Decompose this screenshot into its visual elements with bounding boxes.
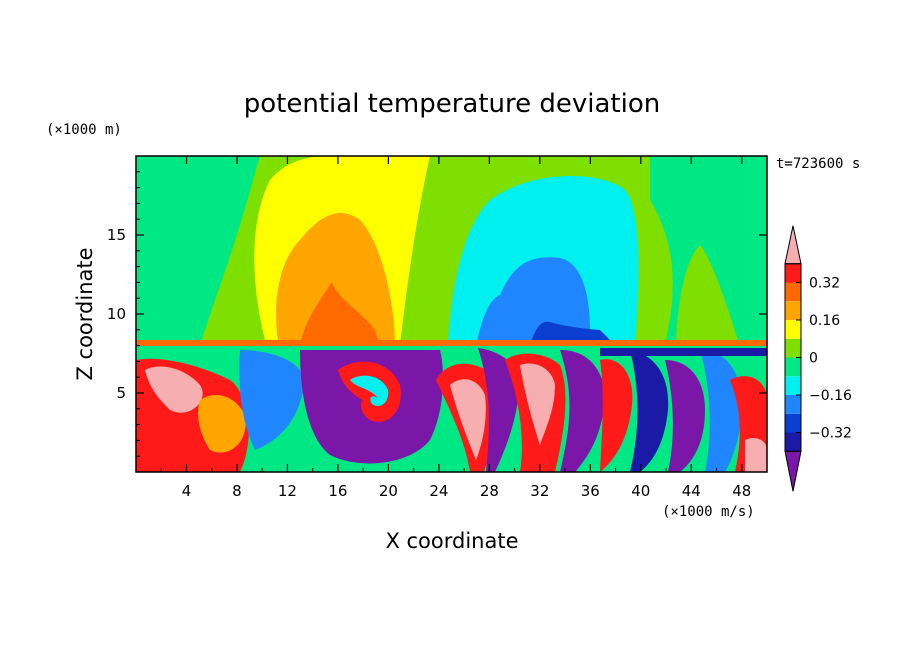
y-tick-label: 15	[107, 226, 126, 244]
field-region	[198, 395, 246, 453]
colorbar: 0.32 0.16 0 −0.16 −0.32	[784, 225, 852, 492]
y-axis-ticks: 5 10 15	[107, 171, 767, 457]
field-region	[476, 257, 595, 345]
x-tick-label: 16	[328, 482, 347, 500]
x-axis-ticks: 4 8 12 16 20 24 28 32 36 40 44 48	[160, 156, 751, 500]
colorbar-band	[785, 413, 801, 433]
field-region	[276, 212, 395, 345]
x-axis-label: X coordinate	[385, 529, 518, 553]
x-tick-label: 8	[232, 482, 242, 500]
x-tick-label: 12	[278, 482, 297, 500]
x-tick-label: 28	[480, 482, 499, 500]
field-region	[136, 340, 767, 348]
field-region	[136, 156, 260, 345]
chart-title: potential temperature deviation	[244, 89, 660, 119]
colorbar-tick-label: 0.32	[809, 276, 840, 292]
field-region	[600, 359, 633, 472]
field-region	[665, 360, 705, 472]
colorbar-band	[785, 263, 801, 283]
field-region	[239, 350, 305, 450]
field-region	[300, 282, 380, 345]
colorbar-band	[785, 301, 801, 320]
field-region	[350, 375, 389, 407]
x-tick-label: 44	[682, 482, 701, 500]
colorbar-tick-label: −0.32	[809, 426, 852, 442]
colorbar-band	[785, 376, 801, 395]
x-tick-label: 40	[631, 482, 650, 500]
colorbar-band	[785, 320, 801, 339]
field-region	[478, 348, 520, 472]
colorbar-band	[785, 282, 801, 302]
x-tick-label: 20	[379, 482, 398, 500]
y-tick-label: 5	[116, 384, 126, 402]
colorbar-tick-label: 0.16	[809, 313, 840, 329]
contour-field	[136, 156, 767, 472]
colorbar-band	[785, 357, 801, 377]
y-axis-label: Z coordinate	[73, 247, 97, 380]
x-tick-label: 4	[182, 482, 192, 500]
x-tick-label: 36	[581, 482, 600, 500]
x-tick-label: 48	[732, 482, 751, 500]
field-region	[145, 366, 203, 413]
x-tick-label: 32	[530, 482, 549, 500]
field-region	[520, 363, 555, 445]
colorbar-tick-label: −0.16	[809, 388, 852, 404]
colorbar-band	[785, 338, 801, 358]
colorbar-arrow-top	[784, 225, 802, 265]
field-region	[630, 350, 669, 472]
colorbar-band	[785, 432, 801, 452]
field-region	[560, 350, 605, 472]
colorbar-arrow-bottom	[784, 450, 802, 492]
time-label: t=723600 s	[776, 156, 860, 172]
colorbar-tick-label: 0	[809, 351, 818, 367]
x-tick-label: 24	[429, 482, 448, 500]
y-tick-label: 10	[107, 305, 126, 323]
field-region	[450, 379, 486, 460]
colorbar-band	[785, 395, 801, 414]
field-region	[745, 438, 767, 472]
y-units-label: (×1000 m)	[46, 122, 122, 138]
field-region	[676, 245, 738, 340]
field-region	[530, 321, 615, 345]
field-region	[338, 361, 401, 422]
field-region	[600, 348, 767, 356]
x-units-label: (×1000 m/s)	[662, 504, 755, 520]
field-region	[650, 156, 767, 345]
